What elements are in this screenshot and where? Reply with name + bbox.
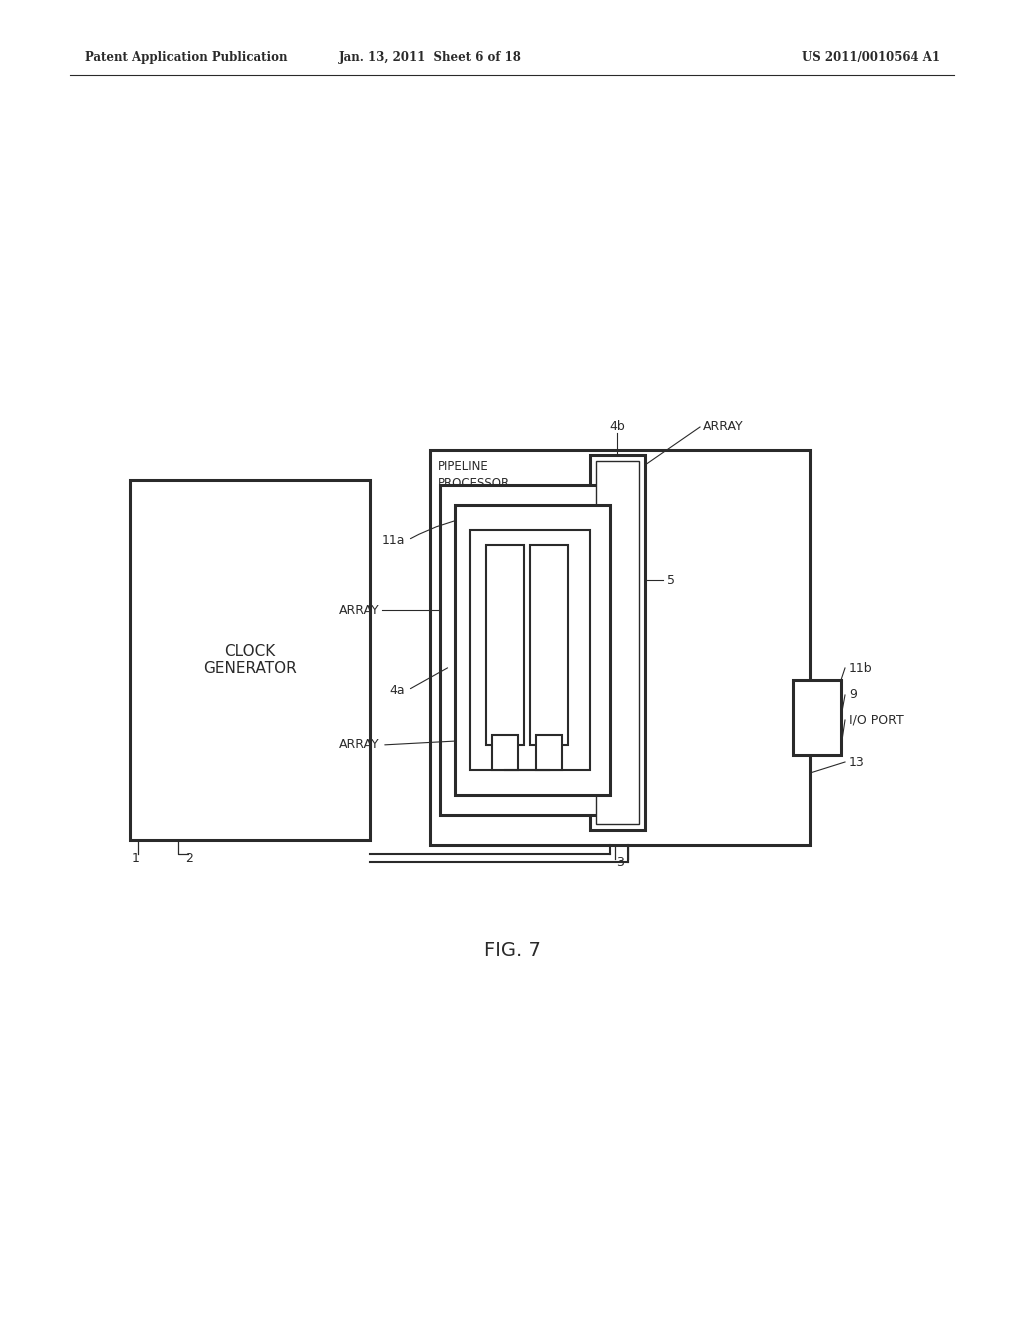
Bar: [430, 450, 810, 845]
Text: Patent Application Publication: Patent Application Publication: [85, 51, 288, 65]
Text: 1: 1: [132, 851, 140, 865]
Bar: [455, 506, 610, 795]
Text: Jan. 13, 2011  Sheet 6 of 18: Jan. 13, 2011 Sheet 6 of 18: [339, 51, 521, 65]
Bar: [492, 735, 518, 770]
Bar: [793, 680, 841, 755]
Text: US 2011/0010564 A1: US 2011/0010564 A1: [802, 51, 940, 65]
Bar: [130, 480, 370, 840]
Text: ARRAY: ARRAY: [339, 603, 380, 616]
Text: 5: 5: [667, 573, 675, 586]
Bar: [536, 735, 562, 770]
Text: 2: 2: [185, 851, 193, 865]
Text: 11b: 11b: [849, 661, 872, 675]
Bar: [590, 455, 645, 830]
Bar: [470, 531, 590, 770]
Text: 4b: 4b: [609, 421, 625, 433]
Bar: [440, 484, 625, 814]
Bar: [596, 461, 639, 824]
Text: CLOCK
GENERATOR: CLOCK GENERATOR: [203, 644, 297, 676]
Text: 9: 9: [849, 689, 857, 701]
Text: 13: 13: [849, 755, 864, 768]
Text: 11a: 11a: [382, 533, 406, 546]
Text: 3: 3: [616, 857, 624, 870]
Text: I/O PORT: I/O PORT: [849, 714, 904, 726]
Text: PIPELINE
PROCESSOR: PIPELINE PROCESSOR: [438, 459, 510, 490]
Text: 4a: 4a: [389, 684, 406, 697]
Bar: [530, 545, 568, 744]
Text: ARRAY: ARRAY: [703, 421, 743, 433]
Text: ARRAY: ARRAY: [339, 738, 380, 751]
Text: FIG. 7: FIG. 7: [483, 940, 541, 960]
Bar: [486, 545, 524, 744]
